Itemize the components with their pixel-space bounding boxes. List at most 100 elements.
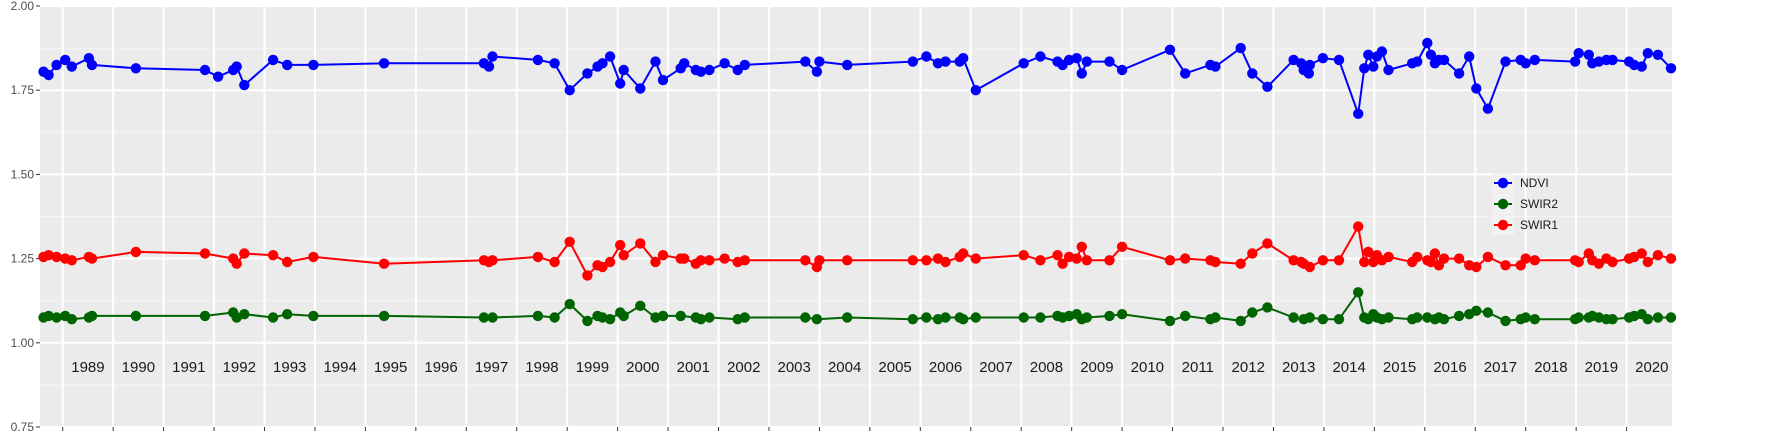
data-point <box>1636 248 1647 259</box>
data-point <box>719 58 730 69</box>
data-point <box>1018 312 1029 323</box>
legend-key-point <box>1497 177 1509 189</box>
year-label: 1995 <box>374 359 407 376</box>
data-point <box>1081 312 1093 323</box>
data-point <box>487 51 498 62</box>
data-point <box>212 71 224 82</box>
minor-grid <box>40 47 1672 386</box>
data-point <box>615 239 626 251</box>
data-point <box>739 312 750 323</box>
data-point <box>921 51 932 62</box>
data-point <box>1376 46 1388 57</box>
data-point <box>308 251 319 263</box>
data-point <box>1081 255 1093 266</box>
year-label: 1998 <box>525 359 558 376</box>
data-point <box>679 58 690 69</box>
legend-item-swir1: SWIR1 <box>1492 215 1558 235</box>
data-point <box>1500 260 1511 271</box>
data-point <box>970 253 981 264</box>
data-point <box>1164 44 1176 55</box>
y-axis: 0.75 1.00 1.25 1.50 1.75 2.00 <box>11 0 40 434</box>
data-point <box>704 255 715 266</box>
data-point <box>51 59 62 71</box>
data-point <box>650 56 661 67</box>
data-point <box>1665 63 1677 74</box>
year-label: 2009 <box>1080 359 1113 376</box>
year-label: 2004 <box>828 359 861 376</box>
data-point <box>1412 56 1423 67</box>
data-point <box>1247 307 1258 318</box>
data-point <box>907 314 918 325</box>
data-point <box>1573 256 1584 268</box>
data-point <box>675 310 686 322</box>
data-point <box>532 310 544 322</box>
data-point <box>549 312 560 323</box>
data-point <box>1363 49 1374 60</box>
year-label: 2014 <box>1332 359 1365 376</box>
data-point <box>921 312 932 323</box>
data-point <box>940 56 951 67</box>
data-point <box>1317 53 1329 64</box>
series-ndvi <box>38 37 1677 120</box>
data-point <box>1317 255 1329 266</box>
data-point <box>679 253 690 264</box>
data-point <box>308 310 319 322</box>
data-point <box>43 250 54 261</box>
data-point <box>51 312 62 323</box>
data-point <box>1333 54 1345 66</box>
data-point <box>657 74 669 86</box>
data-point <box>1071 53 1082 64</box>
data-point <box>811 66 823 77</box>
year-label: 2013 <box>1282 359 1315 376</box>
year-label: 1996 <box>424 359 457 376</box>
data-point <box>1652 49 1664 60</box>
data-point <box>1383 64 1394 76</box>
data-point <box>1636 61 1647 72</box>
year-labels: 1989 1990 1991 1992 1993 1994 1995 1996 1997 1998… <box>71 359 1668 376</box>
data-point <box>842 59 853 71</box>
year-label: 1999 <box>576 359 609 376</box>
data-point <box>1353 287 1364 298</box>
y-tick-label: 1.50 <box>11 167 35 181</box>
legend-label: SWIR1 <box>1520 218 1558 232</box>
data-point <box>800 255 811 266</box>
data-point <box>582 270 593 281</box>
data-point <box>199 310 211 322</box>
data-point <box>1180 253 1191 264</box>
data-point <box>1425 49 1437 60</box>
data-point <box>1210 312 1221 323</box>
year-label: 2019 <box>1585 359 1618 376</box>
year-label: 1993 <box>273 359 306 376</box>
data-point <box>1665 312 1677 323</box>
data-point <box>1573 312 1584 323</box>
data-point <box>564 236 575 247</box>
series-layer <box>38 37 1677 327</box>
data-point <box>1018 250 1029 261</box>
data-point <box>231 61 242 72</box>
data-point <box>549 256 560 268</box>
data-point <box>1363 246 1374 258</box>
data-point <box>800 56 811 67</box>
data-point <box>1057 258 1068 269</box>
year-label: 1991 <box>172 359 205 376</box>
data-point <box>1652 312 1664 323</box>
data-point <box>130 246 142 258</box>
data-point <box>1359 63 1370 74</box>
data-point <box>1247 68 1258 79</box>
legend-key-point <box>1497 198 1509 210</box>
data-point <box>1520 253 1531 264</box>
data-point <box>1164 315 1176 327</box>
data-point <box>1471 261 1482 273</box>
data-point <box>1464 51 1475 62</box>
data-point <box>478 312 490 323</box>
data-point <box>487 255 498 266</box>
data-point <box>1607 256 1618 268</box>
data-point <box>487 312 498 323</box>
data-point <box>907 255 918 266</box>
data-point <box>1235 258 1246 269</box>
series-swir1 <box>38 221 1677 281</box>
data-point <box>1482 251 1494 263</box>
data-point <box>199 248 211 259</box>
data-point <box>267 312 279 323</box>
data-point <box>282 59 293 71</box>
